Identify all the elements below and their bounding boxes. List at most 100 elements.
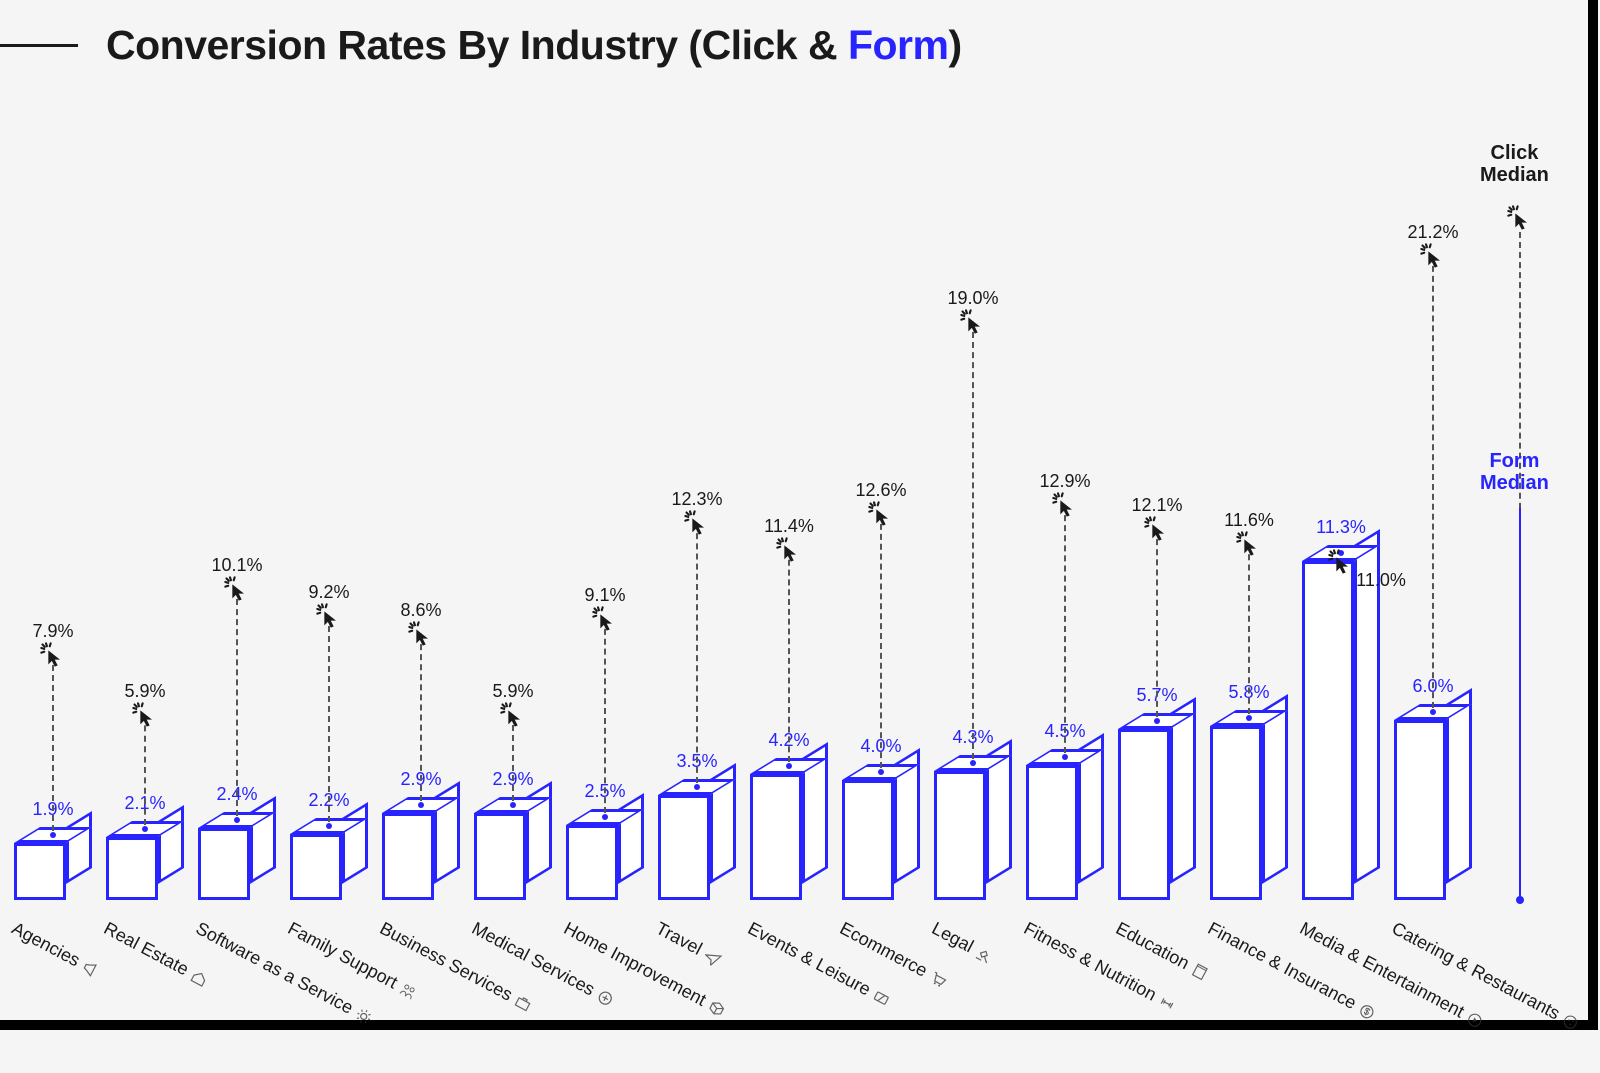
category-label: Finance & Insurance	[1204, 918, 1379, 1024]
category-label-text: Real Estate	[100, 918, 192, 980]
click-cursor-icon	[591, 605, 619, 633]
bar-top-dot	[1062, 754, 1068, 760]
click-value-label: 21.2%	[1407, 222, 1458, 243]
click-leader-line	[788, 550, 790, 762]
click-median-cursor-icon	[1506, 204, 1534, 232]
plane-icon	[702, 946, 724, 968]
click-value-label: 12.3%	[671, 489, 722, 510]
category-label-text: Education	[1112, 918, 1193, 974]
click-cursor-icon	[1327, 548, 1355, 576]
bar-top-dot	[418, 802, 424, 808]
bar-top-dot	[1154, 718, 1160, 724]
click-leader-line	[1248, 544, 1250, 714]
click-leader-line	[972, 322, 974, 759]
box-icon	[706, 997, 728, 1019]
bar-top-dot	[142, 826, 148, 832]
bar-top-dot	[786, 763, 792, 769]
click-cursor-icon	[131, 701, 159, 729]
click-cursor-icon	[1419, 242, 1447, 270]
megaphone-icon	[80, 958, 102, 980]
category-label: Travel	[652, 918, 725, 970]
click-cursor-icon	[407, 620, 435, 648]
category-label-text: Agencies	[8, 918, 83, 971]
click-value-label: 12.9%	[1039, 471, 1090, 492]
click-cursor-icon	[39, 641, 67, 669]
click-cursor-icon	[223, 575, 251, 603]
click-cursor-icon	[1235, 530, 1263, 558]
category-label: Home Improvement	[560, 918, 729, 1021]
click-value-label: 12.1%	[1131, 495, 1182, 516]
click-value-label: 19.0%	[947, 288, 998, 309]
category-label-text: Finance & Insurance	[1204, 918, 1360, 1014]
click-cursor-icon	[683, 509, 711, 537]
click-value-label: 9.1%	[584, 585, 625, 606]
bar-top-dot	[1430, 709, 1436, 715]
click-cursor-icon	[499, 701, 527, 729]
click-median-label: ClickMedian	[1480, 142, 1549, 186]
bar-top-dot	[510, 802, 516, 808]
form-median-label: FormMedian	[1480, 450, 1549, 494]
click-leader-line	[696, 523, 698, 783]
form-median-dot	[1516, 896, 1524, 904]
book-icon	[1189, 961, 1211, 983]
click-leader-line	[604, 619, 606, 813]
click-value-label: 7.9%	[32, 621, 73, 642]
click-leader-line	[1432, 256, 1434, 708]
medical-icon	[595, 987, 617, 1009]
ticket-icon	[871, 987, 893, 1009]
click-leader-line	[236, 589, 238, 816]
click-leader-line	[880, 514, 882, 768]
click-cursor-icon	[775, 536, 803, 564]
click-value-label: 8.6%	[400, 600, 441, 621]
category-label: Legal	[928, 918, 996, 968]
category-label-text: Legal	[928, 918, 977, 957]
cart-icon	[927, 968, 949, 990]
briefcase-icon	[512, 992, 534, 1014]
click-value-label: 12.6%	[855, 480, 906, 501]
category-label: Fitness & Nutrition	[1020, 918, 1179, 1016]
form-value-label: 11.3%	[1316, 517, 1366, 538]
bar-top-dot	[970, 760, 976, 766]
category-label: Business Services	[376, 918, 535, 1016]
home-icon	[189, 967, 211, 989]
click-cursor-icon	[959, 308, 987, 336]
gear-icon	[353, 1005, 375, 1027]
click-cursor-icon	[1051, 491, 1079, 519]
play-icon	[1464, 1009, 1486, 1031]
click-value-label: 5.9%	[492, 681, 533, 702]
click-value-label: 11.0%	[1356, 570, 1406, 591]
bar-top-dot	[694, 784, 700, 790]
dumbbell-icon	[1156, 992, 1178, 1014]
gavel-icon	[974, 944, 996, 966]
click-leader-line	[52, 655, 54, 831]
bar-top-dot	[1246, 715, 1252, 721]
click-leader-line	[420, 634, 422, 801]
category-label-text: Media & Entertainment	[1296, 918, 1468, 1022]
bar-top-dot	[234, 817, 240, 823]
chart-frame: Conversion Rates By Industry (Click & Fo…	[0, 0, 1598, 1030]
bar-top-dot	[326, 823, 332, 829]
cookie-icon	[1560, 1011, 1582, 1033]
click-leader-line	[1156, 529, 1158, 717]
click-value-label: 11.6%	[1224, 510, 1274, 531]
dollar-icon	[1356, 1001, 1378, 1023]
click-leader-line	[144, 715, 146, 825]
click-cursor-icon	[315, 602, 343, 630]
click-value-label: 5.9%	[124, 681, 165, 702]
click-cursor-icon	[867, 500, 895, 528]
click-value-label: 9.2%	[308, 582, 349, 603]
category-label-text: Software as a Service	[192, 918, 356, 1019]
bar-top-dot	[50, 832, 56, 838]
conversion-chart: 1.9% 7.9%Agencies2.1% 5.9%Real Estate2.4…	[0, 0, 1598, 1030]
click-cursor-icon	[1143, 515, 1171, 543]
click-value-label: 10.1%	[211, 555, 262, 576]
click-value-label: 11.4%	[764, 516, 814, 537]
family-icon	[397, 980, 419, 1002]
bar-top-dot	[602, 814, 608, 820]
bar-top-dot	[878, 769, 884, 775]
category-label-text: Travel	[652, 918, 705, 960]
click-leader-line	[1064, 505, 1066, 753]
click-leader-line	[328, 616, 330, 822]
category-label: Agencies	[8, 918, 103, 982]
form-median-line	[1519, 508, 1521, 900]
